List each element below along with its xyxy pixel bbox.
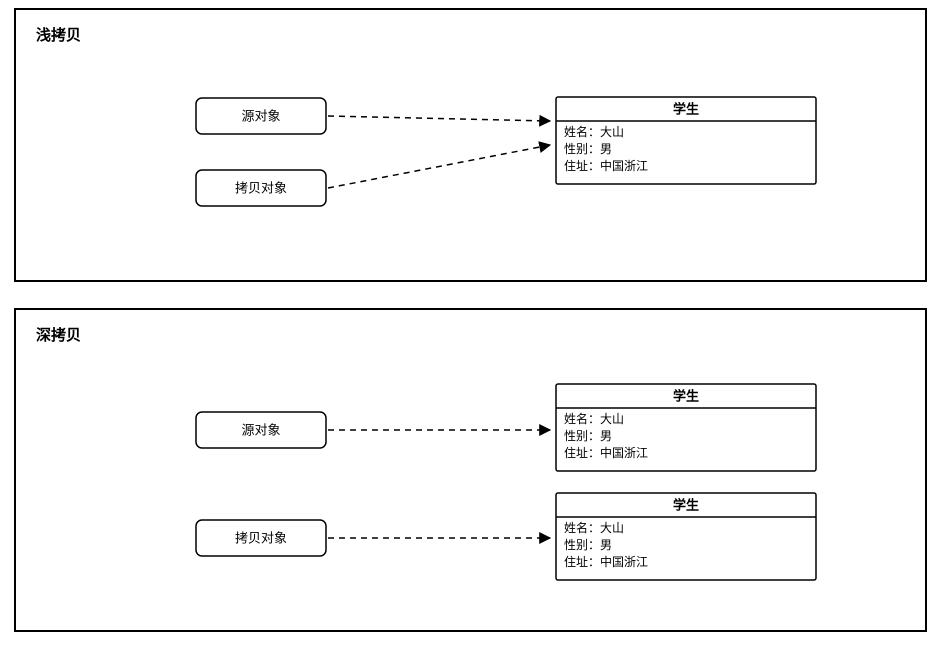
- object-student-field-1: 性别：男: [564, 142, 612, 156]
- edge-copy-to-student: [328, 145, 550, 188]
- deep-copy-panel: 深拷贝 源对象拷贝对象学生姓名：大山性别：男住址：中国浙江学生姓名：大山性别：男…: [14, 308, 927, 632]
- deep-copy-svg: 源对象拷贝对象学生姓名：大山性别：男住址：中国浙江学生姓名：大山性别：男住址：中…: [16, 310, 924, 630]
- shallow-copy-panel: 浅拷贝 源对象拷贝对象 学生姓名：大山性别：男住址：中国浙江: [14, 8, 927, 282]
- node-src-label: 源对象: [241, 422, 280, 437]
- object-student2-field-2: 住址：中国浙江: [564, 554, 648, 569]
- node-copy-label: 拷贝对象: [235, 530, 287, 545]
- object-student1-field-1: 性别：男: [564, 429, 612, 443]
- shallow-copy-title: 浅拷贝: [36, 24, 81, 45]
- object-student1-field-2: 住址：中国浙江: [564, 445, 648, 460]
- edge-src-to-student: [328, 116, 550, 121]
- object-student2-field-0: 姓名：大山: [564, 520, 624, 535]
- shallow-copy-svg: 源对象拷贝对象 学生姓名：大山性别：男住址：中国浙江: [16, 10, 924, 280]
- object-student2-title: 学生: [673, 497, 699, 512]
- object-student-title: 学生: [673, 101, 699, 116]
- object-student-field-0: 姓名：大山: [564, 124, 624, 139]
- object-student1-field-0: 姓名：大山: [564, 411, 624, 426]
- object-student1-title: 学生: [673, 388, 699, 403]
- deep-copy-title: 深拷贝: [36, 324, 81, 345]
- node-copy-label: 拷贝对象: [235, 180, 287, 195]
- node-src-label: 源对象: [241, 108, 280, 123]
- object-student-field-2: 住址：中国浙江: [564, 158, 648, 173]
- object-student2-field-1: 性别：男: [564, 538, 612, 552]
